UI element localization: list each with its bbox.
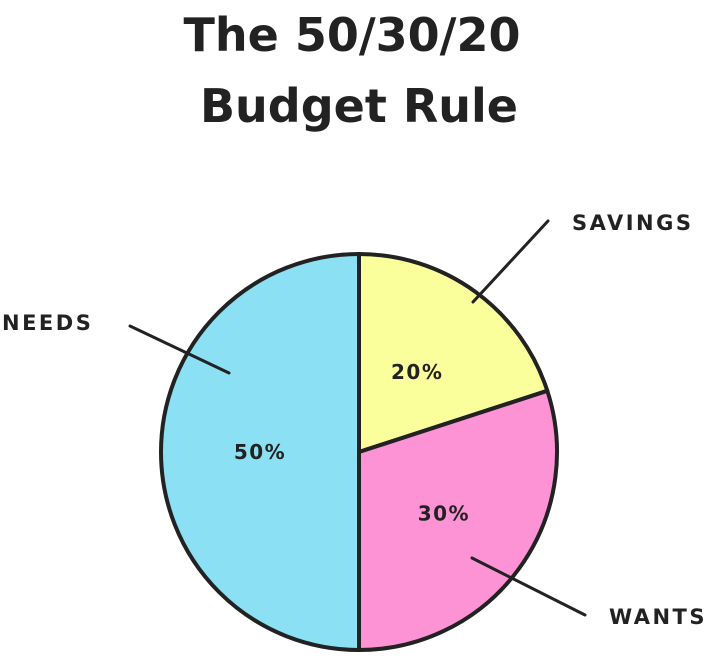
leader-lines xyxy=(128,219,587,617)
chart-title-line-2: Budget Rule xyxy=(200,79,518,133)
leader-line-wants xyxy=(470,556,587,617)
slice-value-label-needs: 50% xyxy=(234,440,286,464)
slice-category-label-wants: WANTS xyxy=(609,605,707,629)
leader-line-savings xyxy=(471,219,550,304)
pie-slice-wants xyxy=(357,388,559,652)
pie-slice-savings xyxy=(357,252,550,454)
pie-labels: 20% SAVINGS 30% WANTS 50% NEEDS xyxy=(2,211,707,629)
pie-slice-needs xyxy=(159,252,361,652)
slice-value-label-savings: 20% xyxy=(391,360,443,384)
slice-category-label-needs: NEEDS xyxy=(2,311,93,335)
chart-title-line-1: The 50/30/20 xyxy=(184,8,521,62)
slice-value-label-wants: 30% xyxy=(418,502,470,526)
leader-line-needs xyxy=(128,324,231,375)
slice-category-label-savings: SAVINGS xyxy=(572,211,693,235)
pie-slices xyxy=(159,252,559,652)
